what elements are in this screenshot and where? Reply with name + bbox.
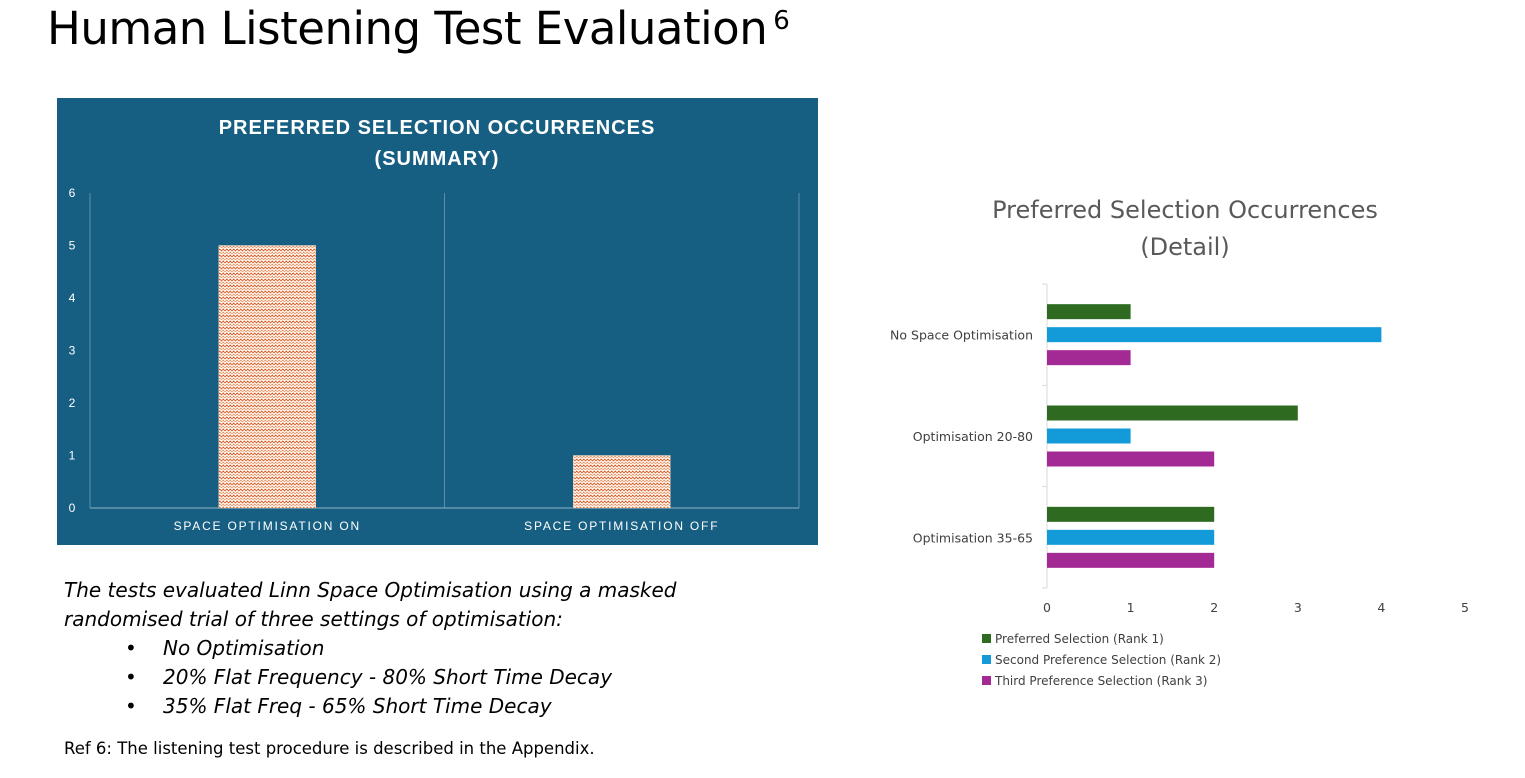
x-tick-label: 3 xyxy=(1294,600,1302,615)
y-tick-label: 6 xyxy=(69,186,76,200)
bar-1 xyxy=(1047,506,1215,522)
bar-2 xyxy=(1047,327,1382,343)
settings-list-item: No Optimisation xyxy=(64,634,764,663)
category-label: Optimisation 35-65 xyxy=(913,530,1033,545)
x-tick-label: 1 xyxy=(1127,600,1135,615)
summary-chart: PREFERRED SELECTION OCCURRENCES (SUMMARY… xyxy=(57,98,818,545)
summary-chart-title-line-2: (SUMMARY) xyxy=(375,148,500,170)
description: The tests evaluated Linn Space Optimisat… xyxy=(64,576,764,721)
settings-list-item: 20% Flat Frequency - 80% Short Time Deca… xyxy=(64,663,764,692)
y-tick-label: 2 xyxy=(69,396,76,410)
y-tick-label: 3 xyxy=(69,344,76,358)
bar-3 xyxy=(1047,451,1215,467)
settings-list-item: 35% Flat Freq - 65% Short Time Decay xyxy=(64,692,764,721)
bar-2 xyxy=(1047,529,1215,545)
legend-label: Preferred Selection (Rank 1) xyxy=(995,632,1164,646)
summary-chart-background xyxy=(57,98,818,545)
legend-label: Second Preference Selection (Rank 2) xyxy=(995,653,1221,667)
legend-label: Third Preference Selection (Rank 3) xyxy=(994,674,1207,688)
detail-chart-title-line-1: Preferred Selection Occurrences xyxy=(992,196,1378,224)
detail-chart: Preferred Selection Occurrences (Detail)… xyxy=(890,196,1469,688)
bar-1 xyxy=(1047,405,1298,421)
x-tick-label: SPACE OPTIMISATION ON xyxy=(174,519,361,533)
page-title: Human Listening Test Evaluation 6 xyxy=(47,2,790,55)
x-tick-label: 0 xyxy=(1043,600,1051,615)
bar-2 xyxy=(1047,428,1131,444)
title-reference-mark: 6 xyxy=(773,6,790,36)
bar-3 xyxy=(1047,350,1131,366)
page-title-text: Human Listening Test Evaluation xyxy=(47,2,768,55)
y-tick-label: 4 xyxy=(69,291,76,305)
x-tick-label: 5 xyxy=(1461,600,1469,615)
x-tick-label: 2 xyxy=(1210,600,1218,615)
bar-1 xyxy=(218,245,316,509)
x-tick-label: 4 xyxy=(1377,600,1385,615)
y-tick-label: 5 xyxy=(69,239,76,253)
summary-chart-title-line-1: PREFERRED SELECTION OCCURRENCES xyxy=(219,117,656,139)
bar-3 xyxy=(1047,552,1215,568)
bar-1 xyxy=(1047,304,1131,320)
legend-swatch xyxy=(982,676,991,685)
description-text: The tests evaluated Linn Space Optimisat… xyxy=(64,578,677,631)
detail-chart-title-line-2: (Detail) xyxy=(1140,233,1229,261)
reference-note: Ref 6: The listening test procedure is d… xyxy=(64,739,595,758)
category-label: No Space Optimisation xyxy=(890,328,1033,343)
category-label: Optimisation 20-80 xyxy=(913,429,1033,444)
legend-swatch xyxy=(982,634,991,643)
settings-list: No Optimisation 20% Flat Frequency - 80%… xyxy=(64,634,764,721)
bar-2 xyxy=(573,455,671,509)
legend-swatch xyxy=(982,655,991,664)
y-tick-label: 0 xyxy=(69,501,76,515)
x-tick-label: SPACE OPTIMISATION OFF xyxy=(524,519,719,533)
y-tick-label: 1 xyxy=(69,449,76,463)
